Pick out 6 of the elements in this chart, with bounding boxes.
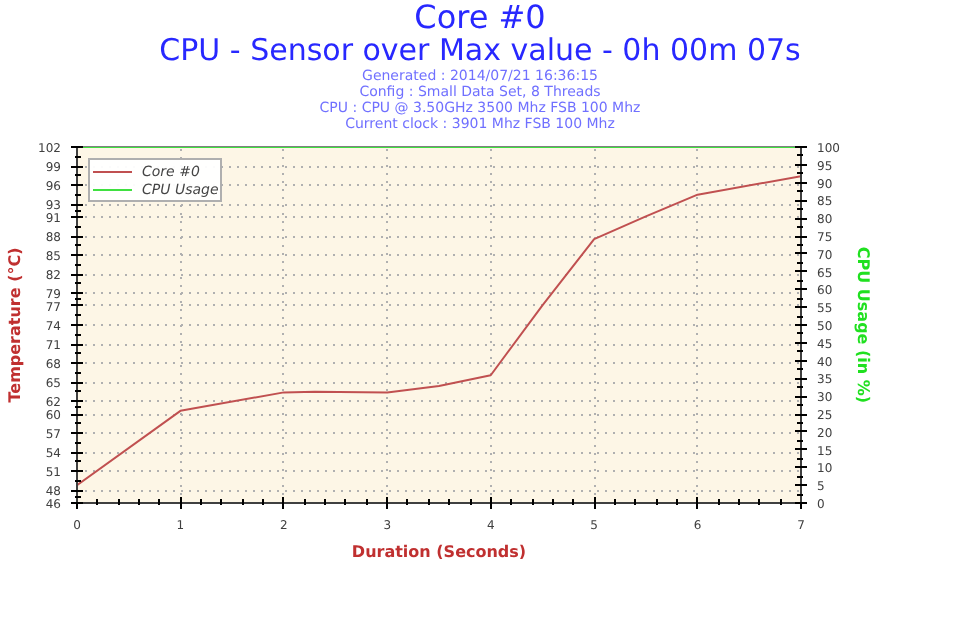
chart-subtitle: CPU - Sensor over Max value - 0h 00m 07s — [159, 32, 801, 68]
y2-axis-title: CPU Usage (in %) — [853, 247, 872, 404]
x-axis-title: Duration (Seconds) — [351, 543, 527, 562]
y-axis-title: Temperature (°C) — [6, 247, 25, 403]
chart-title: Core #0 — [412, 0, 548, 36]
line-series — [77, 175, 801, 487]
